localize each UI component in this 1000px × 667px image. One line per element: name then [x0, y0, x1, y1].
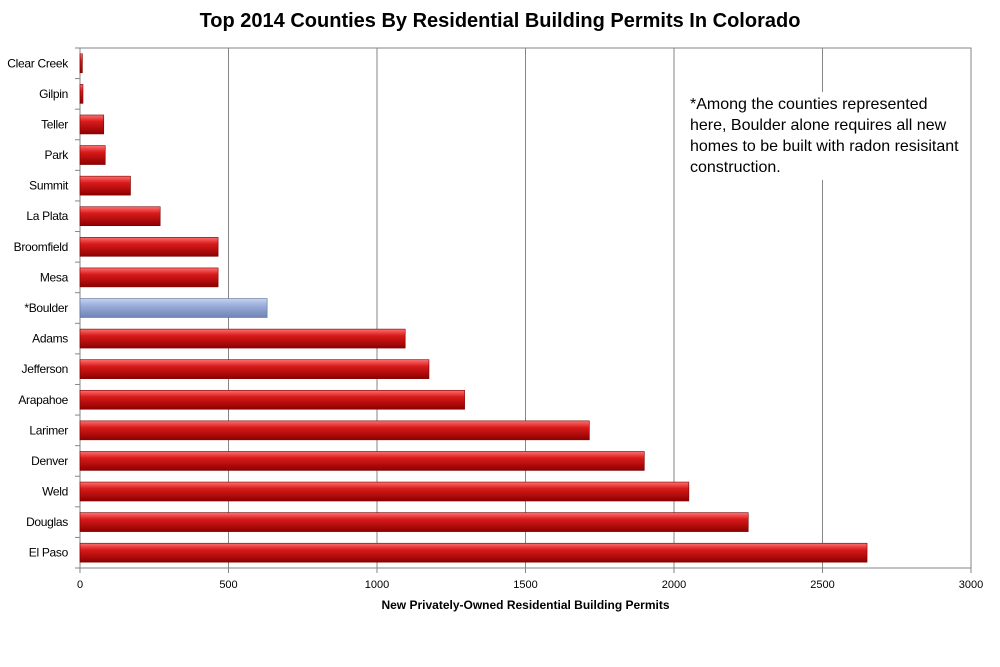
bar [79, 451, 645, 471]
y-tick-label: Douglas [26, 515, 68, 529]
x-tick-label: 0 [77, 579, 83, 591]
y-tick-label: Weld [42, 485, 68, 499]
bar-highlighted [79, 298, 268, 318]
y-tick-label: Adams [32, 332, 68, 346]
y-tick-label: Mesa [40, 270, 69, 284]
x-tick-label: 3000 [959, 579, 983, 591]
bar [79, 267, 219, 288]
bar [79, 512, 749, 532]
x-tick-label: 500 [219, 579, 237, 591]
y-tick-label: Summit [29, 179, 69, 193]
bar [79, 53, 83, 74]
x-tick-label: 1500 [513, 579, 537, 591]
y-tick-label: El Paso [29, 546, 69, 560]
bar [79, 237, 219, 257]
x-tick-label: 2500 [810, 579, 834, 591]
bar [79, 542, 868, 563]
y-tick-label: Gilpin [39, 87, 68, 101]
y-tick-label: Park [45, 148, 70, 162]
x-axis-label: New Privately-Owned Residential Building… [381, 598, 670, 612]
y-tick-label: Arapahoe [18, 393, 68, 407]
bar [79, 175, 131, 196]
y-tick-label: Larimer [29, 423, 68, 437]
bar [79, 328, 406, 349]
bar [79, 389, 465, 410]
annotation-note: *Among the counties represented here, Bo… [684, 92, 966, 180]
bar [79, 145, 106, 165]
chart-title: Top 2014 Counties By Residential Buildin… [199, 10, 801, 32]
y-tick-label: Jefferson [22, 362, 68, 376]
y-tick-label: La Plata [26, 209, 68, 223]
y-tick-label: Broomfield [14, 240, 68, 254]
bar [79, 481, 690, 502]
bar [79, 359, 430, 379]
y-tick-label: *Boulder [24, 301, 68, 315]
y-tick-label: Denver [31, 454, 68, 468]
bar [79, 206, 161, 227]
bar [79, 420, 590, 441]
y-tick-label: Clear Creek [7, 56, 69, 70]
x-tick-label: 2000 [662, 579, 686, 591]
y-tick-label: Teller [41, 117, 68, 131]
x-tick-label: 1000 [365, 579, 389, 591]
bar [79, 114, 105, 135]
bar [79, 84, 84, 104]
